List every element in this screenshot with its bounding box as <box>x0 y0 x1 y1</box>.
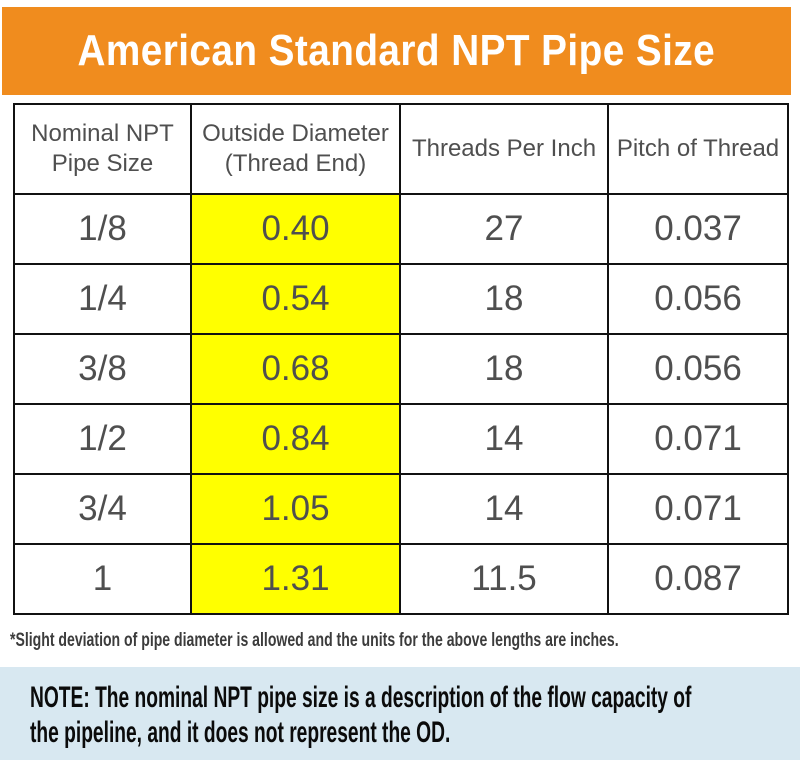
col-header-outside-diameter: Outside Diameter (Thread End) <box>190 103 401 195</box>
header-row: Nominal NPT Pipe Size Outside Diameter (… <box>13 103 789 195</box>
cell-outside-diameter: 0.84 <box>190 403 401 475</box>
header-line: Pipe Size <box>51 150 154 177</box>
cell-threads-per-inch: 27 <box>399 193 609 265</box>
cell-pitch: 0.087 <box>607 543 789 615</box>
page-title: American Standard NPT Pipe Size <box>77 26 716 75</box>
header-line: Nominal NPT <box>31 120 174 147</box>
cell-threads-per-inch: 18 <box>399 263 609 335</box>
cell-outside-diameter: 1.05 <box>190 473 401 545</box>
cell-outside-diameter: 1.31 <box>190 543 401 615</box>
cell-pipe-size: 3/4 <box>13 473 192 545</box>
cell-outside-diameter: 0.54 <box>190 263 401 335</box>
cell-outside-diameter: 0.40 <box>190 193 401 265</box>
cell-pitch: 0.056 <box>607 263 789 335</box>
col-header-threads-per-inch: Threads Per Inch <box>399 103 609 195</box>
cell-pitch: 0.071 <box>607 473 789 545</box>
note-line-2: the pipeline, and it does not represent … <box>30 716 451 749</box>
cell-threads-per-inch: 14 <box>399 403 609 475</box>
table-row: 3/8 0.68 18 0.056 <box>13 333 789 405</box>
table-row: 1/4 0.54 18 0.056 <box>13 263 789 335</box>
col-header-pitch-of-thread: Pitch of Thread <box>607 103 789 195</box>
cell-pipe-size: 3/8 <box>13 333 192 405</box>
header-line: Pitch of Thread <box>616 135 780 162</box>
header-line: Outside Diameter <box>202 120 389 147</box>
header-line: Threads Per Inch <box>411 135 597 162</box>
cell-pipe-size: 1/8 <box>13 193 192 265</box>
cell-threads-per-inch: 14 <box>399 473 609 545</box>
cell-pipe-size: 1/2 <box>13 403 192 475</box>
cell-pitch: 0.056 <box>607 333 789 405</box>
cell-pitch: 0.071 <box>607 403 789 475</box>
cell-threads-per-inch: 18 <box>399 333 609 405</box>
table-row: 1/2 0.84 14 0.071 <box>13 403 789 475</box>
table-row: 1 1.31 11.5 0.087 <box>13 543 789 615</box>
table-row: 1/8 0.40 27 0.037 <box>13 193 789 265</box>
title-banner: American Standard NPT Pipe Size <box>2 7 791 95</box>
cell-pipe-size: 1/4 <box>13 263 192 335</box>
cell-threads-per-inch: 11.5 <box>399 543 609 615</box>
deviation-footnote: *Slight deviation of pipe diameter is al… <box>10 630 619 651</box>
note-banner: NOTE: The nominal NPT pipe size is a des… <box>0 667 800 760</box>
note-line-1: NOTE: The nominal NPT pipe size is a des… <box>30 681 692 714</box>
cell-pitch: 0.037 <box>607 193 789 265</box>
header-line: (Thread End) <box>224 150 367 177</box>
npt-size-table: Nominal NPT Pipe Size Outside Diameter (… <box>13 103 789 615</box>
cell-pipe-size: 1 <box>13 543 192 615</box>
table-row: 3/4 1.05 14 0.071 <box>13 473 789 545</box>
col-header-nominal-pipe-size: Nominal NPT Pipe Size <box>13 103 192 195</box>
cell-outside-diameter: 0.68 <box>190 333 401 405</box>
